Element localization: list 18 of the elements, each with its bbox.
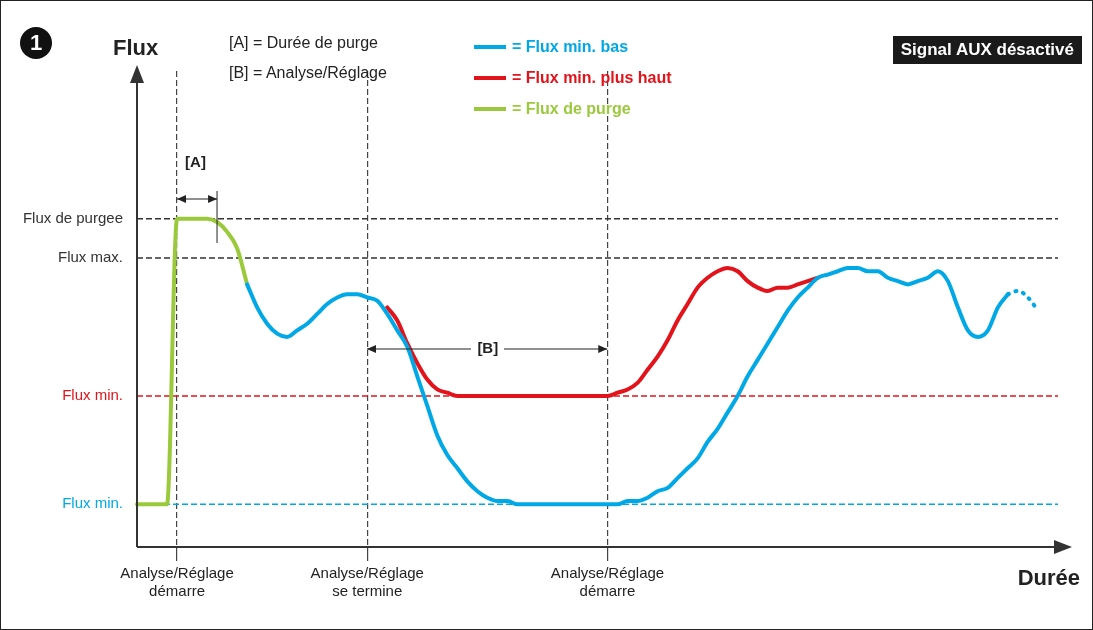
ref-line-label: Flux max. [57,248,123,266]
x-tick-label: Analyse/Réglage démarre [120,564,234,600]
text: 1 [20,27,52,59]
ref-line-label: Flux min. [62,386,123,404]
text: [A] [185,153,206,171]
ref-line-label: Flux min. [62,494,123,512]
text: Signal AUX désactivé [892,36,1082,65]
text: [B] = Analyse/Réglage [229,63,387,83]
legend-label: = Flux min. bas [512,36,629,57]
text: Flux [113,35,159,62]
x-tick-label: Analyse/Réglage démarre [550,564,665,600]
x-tick-label: Analyse/Réglage se termine [310,564,424,600]
legend-label: = Flux min. plus haut [512,67,672,88]
ref-line-label: Flux de purgee [22,208,123,226]
text: [A] = Durée de purge [229,33,378,53]
x-axis-title: Durée [1017,565,1080,592]
legend-label: = Flux de purge [512,98,631,119]
annotation: [B] [471,339,505,357]
